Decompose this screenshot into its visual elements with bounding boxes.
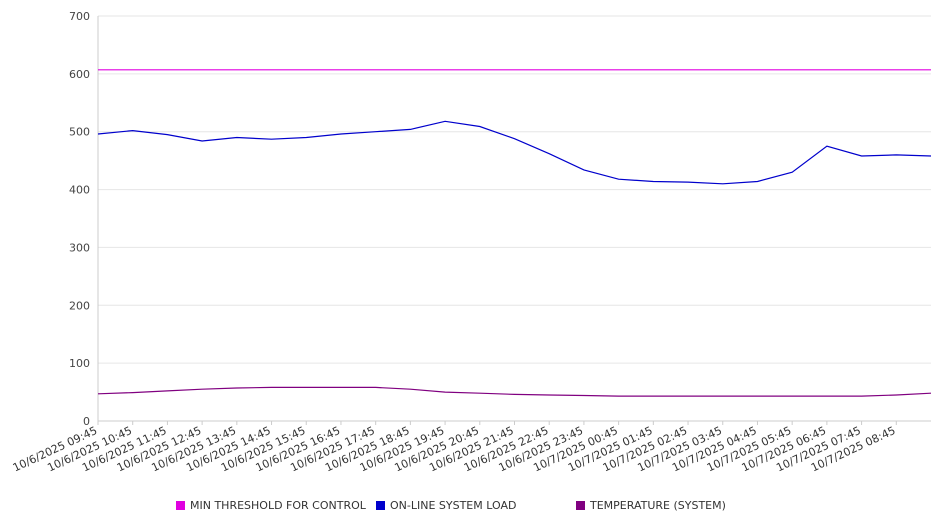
legend-label: MIN THRESHOLD FOR CONTROL (190, 499, 367, 512)
y-axis-ticks: 0 100 200 300 400 500 600 700 (69, 10, 90, 428)
legend-swatch (376, 501, 385, 510)
legend-swatch (176, 501, 185, 510)
legend: MIN THRESHOLD FOR CONTROL ON-LINE SYSTEM … (176, 499, 726, 512)
y-tick-label: 200 (69, 299, 90, 312)
y-tick-label: 300 (69, 241, 90, 254)
legend-swatch (576, 501, 585, 510)
y-tick-label: 400 (69, 184, 90, 197)
series-lines (97, 69, 932, 397)
series-line-2 (97, 386, 932, 397)
y-tick-label: 500 (69, 126, 90, 139)
legend-label: ON-LINE SYSTEM LOAD (390, 499, 516, 512)
axes (97, 16, 931, 422)
grid-lines (98, 15, 931, 364)
series-line-1 (97, 120, 932, 185)
y-tick-label: 100 (69, 357, 90, 370)
y-tick-label: 0 (83, 415, 90, 428)
y-tick-label: 700 (69, 10, 90, 23)
legend-label: TEMPERATURE (SYSTEM) (589, 499, 726, 512)
y-tick-label: 600 (69, 68, 90, 81)
